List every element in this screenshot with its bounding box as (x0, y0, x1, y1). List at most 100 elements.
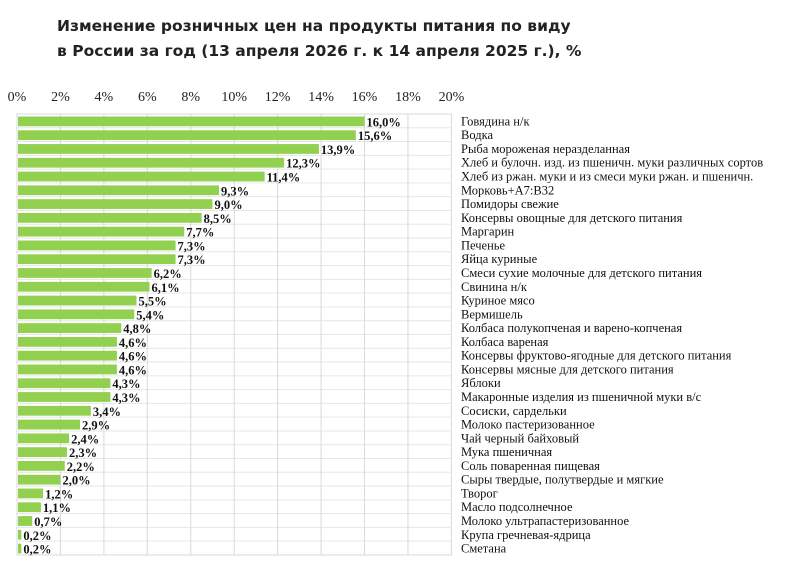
x-tick-label: 0% (8, 90, 27, 105)
bar (18, 309, 135, 320)
chart-title-line-2: в России за год (13 апреля 2026 г. к 14 … (57, 42, 582, 60)
bar (18, 378, 111, 389)
data-label: 6,1% (151, 281, 179, 295)
category-label: Печенье (461, 238, 505, 252)
data-label: 4,3% (112, 377, 140, 391)
category-label: Соль поваренная пищевая (461, 459, 600, 473)
data-label: 1,2% (45, 487, 73, 501)
data-label: 4,6% (119, 350, 147, 364)
category-label: Макаронные изделия из пшеничной муки в/с (461, 390, 702, 404)
chart-title: Изменение розничных цен на продукты пита… (57, 14, 581, 64)
category-label: Крупа гречневая-ядрица (461, 528, 591, 542)
category-label: Хлеб и булочн. изд. из пшеничн. муки раз… (461, 156, 763, 170)
category-label: Смеси сухие молочные для детского питани… (461, 266, 702, 280)
bar (18, 240, 176, 251)
data-label: 4,3% (112, 391, 140, 405)
category-label: Хлеб из ржан. муки и из смеси муки ржан.… (461, 170, 753, 184)
data-label: 2,3% (69, 446, 97, 460)
bar (18, 474, 61, 485)
bar (18, 516, 33, 526)
category-label: Консервы мясные для детского питания (461, 362, 674, 376)
x-tick-label: 2% (51, 90, 70, 105)
category-label: Масло подсолнечное (461, 500, 573, 514)
bar (18, 392, 111, 402)
category-label: Молоко пастеризованное (461, 418, 595, 432)
x-tick-label: 10% (221, 90, 247, 105)
data-label: 15,6% (358, 129, 392, 143)
data-label: 7,3% (178, 239, 206, 253)
data-label: 5,4% (136, 308, 164, 322)
category-label: Колбаса вареная (461, 335, 549, 349)
bar (18, 212, 202, 223)
bar (18, 405, 91, 416)
category-label: Свинина н/к (461, 280, 528, 294)
data-label: 4,6% (119, 336, 147, 350)
bar (18, 433, 70, 444)
chart-title-line-1: Изменение розничных цен на продукты пита… (57, 17, 571, 35)
bar (18, 543, 22, 554)
x-tick-label: 14% (308, 90, 334, 105)
category-label: Помидоры свежие (461, 197, 559, 211)
category-label: Сыры твердые, полутвердые и мягкие (461, 473, 664, 487)
category-label: Говядина н/к (461, 114, 530, 128)
data-label: 11,4% (267, 171, 301, 185)
x-tick-label: 8% (181, 90, 200, 105)
data-label: 9,0% (214, 198, 242, 212)
category-label: Мука пшеничная (461, 445, 552, 459)
category-label: Консервы овощные для детского питания (461, 211, 683, 225)
bar (18, 268, 152, 278)
category-label: Колбаса полукопченая и варено-копченая (461, 321, 682, 335)
category-label: Консервы фруктово-ягодные для детского п… (461, 349, 732, 363)
bar (18, 295, 137, 306)
category-label: Сметана (461, 542, 507, 556)
category-label: Морковь+A7:B32 (461, 183, 554, 197)
bar (18, 157, 285, 168)
bar (18, 144, 319, 154)
data-label: 9,3% (221, 184, 249, 198)
data-label: 4,6% (119, 363, 147, 377)
category-label: Рыба мороженая неразделанная (461, 142, 630, 156)
data-label: 2,2% (67, 460, 95, 474)
x-tick-label: 12% (265, 90, 291, 105)
bar (18, 323, 122, 333)
bar (18, 502, 41, 513)
bar (18, 226, 185, 237)
category-label: Яблоки (461, 376, 501, 390)
bar (18, 130, 356, 141)
bar (18, 254, 176, 265)
data-label: 8,5% (204, 212, 232, 226)
data-label: 0,7% (34, 515, 62, 529)
data-label: 2,9% (82, 419, 110, 433)
data-label: 7,3% (178, 253, 206, 267)
bar (18, 171, 265, 182)
bar (18, 488, 44, 499)
bar (18, 447, 67, 457)
data-label: 3,4% (93, 405, 121, 419)
category-label: Молоко ультрапастеризованное (461, 514, 630, 528)
bar (18, 364, 117, 375)
x-tick-label: 16% (352, 90, 378, 105)
bar (18, 461, 65, 471)
bar (18, 199, 213, 209)
data-label: 16,0% (367, 115, 401, 129)
x-tick-label: 20% (439, 90, 465, 105)
data-label: 0,2% (23, 529, 51, 543)
data-label: 2,0% (62, 474, 90, 488)
category-label: Сосиски, сардельки (461, 404, 567, 418)
data-label: 12,3% (286, 157, 320, 171)
data-label: 0,2% (23, 543, 51, 557)
bar (18, 185, 219, 196)
x-tick-label: 4% (95, 90, 114, 105)
data-label: 6,2% (154, 267, 182, 281)
bar (18, 281, 150, 292)
bar (18, 336, 117, 347)
data-label: 1,1% (43, 501, 71, 515)
category-label: Маргарин (461, 225, 515, 239)
bar (18, 529, 22, 540)
category-label: Яйца куриные (461, 252, 538, 266)
data-label: 7,7% (186, 226, 214, 240)
category-label: Вермишель (461, 307, 523, 321)
data-label: 4,8% (123, 322, 151, 336)
category-label: Чай черный байховый (461, 431, 579, 445)
